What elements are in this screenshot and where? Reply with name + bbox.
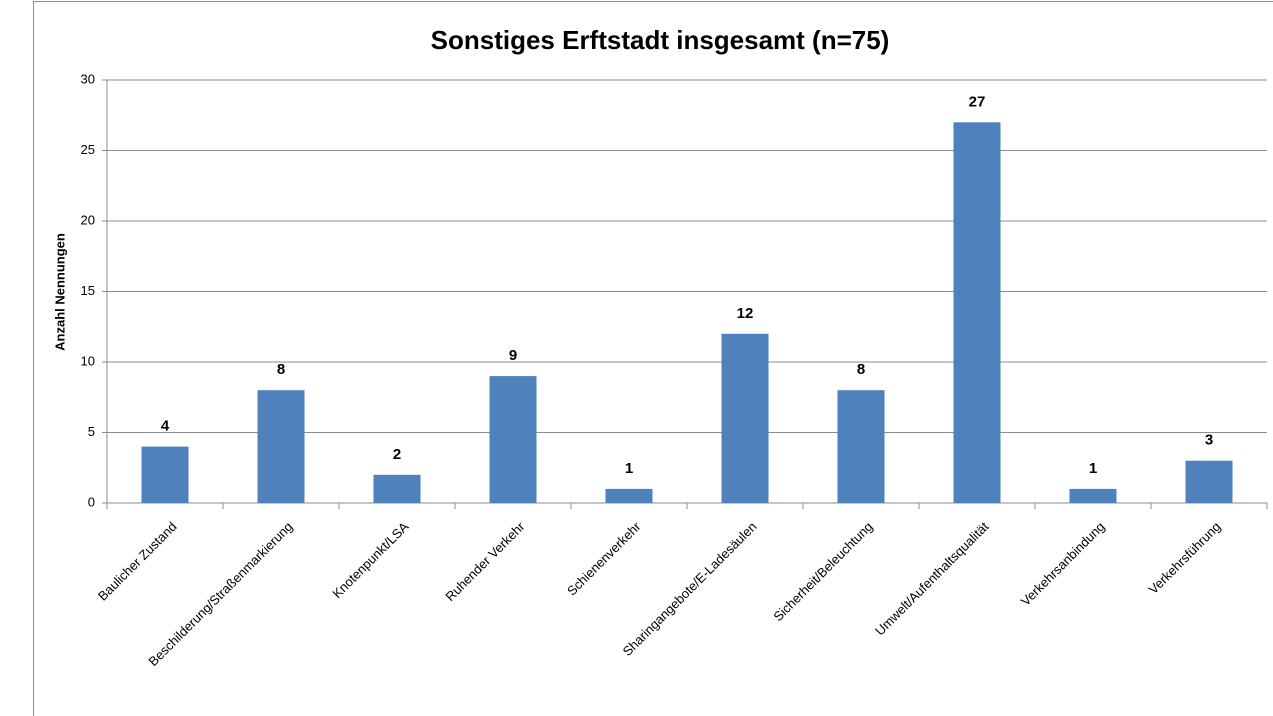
bar: [721, 333, 769, 503]
y-tick-label: 10: [81, 353, 95, 368]
data-label: 1: [1089, 460, 1097, 477]
data-label: 27: [969, 93, 986, 110]
bar: [1069, 488, 1117, 503]
y-axis-title: Anzahl Nennungen: [52, 233, 67, 351]
y-tick-label: 0: [88, 494, 95, 509]
y-tick-label: 15: [81, 283, 95, 298]
data-label: 8: [277, 361, 285, 378]
chart-title: Sonstiges Erftstadt insgesamt (n=75): [431, 25, 890, 55]
y-tick-label: 30: [81, 71, 95, 86]
y-tick-label: 20: [81, 212, 95, 227]
data-label: 1: [625, 460, 633, 477]
data-label: 8: [857, 361, 865, 378]
y-tick-label: 5: [88, 424, 95, 439]
bar: [837, 390, 885, 503]
data-label: 9: [509, 347, 517, 364]
data-label: 2: [393, 446, 401, 463]
bar: [953, 122, 1001, 504]
chart-frame: [33, 1, 1273, 716]
y-tick-label: 25: [81, 142, 95, 157]
bar: [141, 446, 189, 503]
data-label: 12: [737, 305, 754, 322]
bar: [1185, 460, 1233, 503]
data-label: 4: [161, 418, 170, 435]
data-label: 3: [1205, 432, 1213, 449]
bar: [605, 488, 653, 503]
bar: [489, 376, 537, 503]
bar: [373, 474, 421, 503]
bar: [257, 390, 305, 503]
